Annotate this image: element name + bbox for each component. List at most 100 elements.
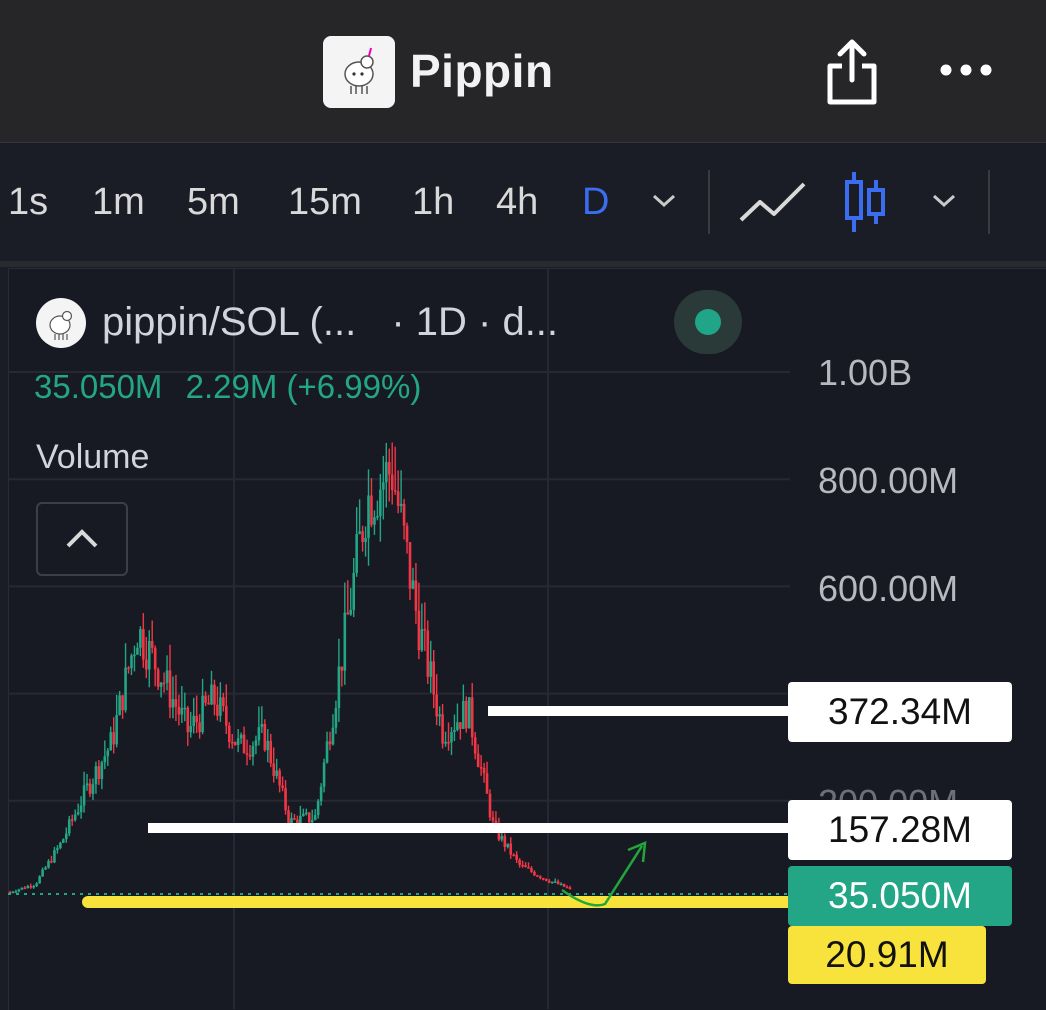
candle-body <box>174 699 178 707</box>
candle-body <box>456 722 459 730</box>
grid-lines <box>8 268 790 1009</box>
timeframe-d[interactable]: D <box>582 181 610 223</box>
share-icon[interactable] <box>824 36 880 106</box>
timeframe-4h[interactable]: 4h <box>496 181 539 223</box>
candle-body <box>130 655 133 669</box>
timeframe-5m[interactable]: 5m <box>187 181 240 223</box>
collapse-legend-button[interactable] <box>36 502 128 576</box>
candle-body <box>444 741 447 744</box>
candle-body <box>470 697 474 738</box>
candle-body <box>539 876 542 879</box>
candle-body <box>547 880 551 883</box>
candle-body <box>420 629 424 651</box>
candle-body <box>307 812 311 823</box>
ohlc-change: 2.29M (+6.99%) <box>185 368 422 405</box>
candle-body <box>302 813 305 817</box>
candle-body <box>103 756 107 763</box>
candle-body <box>213 684 216 705</box>
candle-body <box>352 572 356 610</box>
candle-body <box>310 820 314 823</box>
y-tick-label: 600.00M <box>818 568 959 609</box>
candle-body <box>227 725 231 742</box>
candle-body <box>518 859 521 865</box>
candle-body <box>429 661 433 677</box>
candle-body <box>527 867 530 869</box>
candle-body <box>216 704 219 716</box>
candle-body <box>556 881 560 885</box>
candle-body <box>402 503 406 526</box>
candle-body <box>399 503 403 507</box>
candle-body <box>512 854 516 857</box>
candle-body <box>38 876 41 884</box>
candle-body <box>542 878 545 880</box>
pippin-logo-icon <box>323 36 395 108</box>
market-status-indicator[interactable] <box>674 290 742 354</box>
timeframe-1h[interactable]: 1h <box>412 181 455 223</box>
timeframe-1m[interactable]: 1m <box>92 181 145 223</box>
candle-body <box>79 805 83 813</box>
candlestick-chart-icon[interactable] <box>840 170 890 239</box>
candle-body <box>115 714 118 745</box>
candle-body <box>189 726 193 733</box>
candle-body <box>423 629 427 631</box>
timeframe-1s[interactable]: 1s <box>8 181 49 223</box>
candle-body <box>147 640 151 670</box>
candle-body <box>473 737 477 754</box>
volume-label[interactable]: Volume <box>36 438 150 476</box>
candle-body <box>263 723 267 751</box>
candle-body <box>450 732 453 743</box>
symbol-interval: · 1D · d... <box>391 300 559 344</box>
candle-body <box>373 517 376 525</box>
arrow-head-icon <box>627 841 647 863</box>
candle-body <box>73 814 77 820</box>
price-label-372m[interactable]: 372.34M <box>788 682 1012 742</box>
candle-body <box>313 815 317 821</box>
price-label-20m[interactable]: 20.91M <box>788 926 986 984</box>
candle-body <box>553 881 557 883</box>
candle-body <box>198 722 201 733</box>
candle-body <box>278 770 281 786</box>
price-label-157m[interactable]: 157.28M <box>788 800 1012 860</box>
symbol-logo-icon <box>36 298 86 348</box>
candle-body <box>370 495 373 525</box>
candle-body <box>544 878 548 881</box>
more-dots-icon[interactable] <box>938 52 994 88</box>
candle-body <box>488 793 492 818</box>
candle-body <box>346 612 350 615</box>
candle-body <box>379 489 382 517</box>
price-label-last[interactable]: 35.050M <box>788 866 1012 926</box>
candle-body <box>150 640 154 648</box>
annotation-arrow <box>561 841 647 907</box>
candle-body <box>408 542 412 589</box>
candle-body <box>20 887 24 890</box>
chart-type-dropdown-chevron-icon[interactable] <box>930 190 958 215</box>
candle-body <box>322 762 326 787</box>
candle-body <box>204 695 207 703</box>
candle-body <box>447 741 450 744</box>
candle-body <box>64 833 68 840</box>
candle-body <box>459 722 462 729</box>
line-chart-icon[interactable] <box>738 178 808 231</box>
candle-body <box>358 531 361 534</box>
candle-body <box>201 695 204 733</box>
symbol-legend[interactable]: pippin/SOL (... · 1D · d... <box>102 300 558 345</box>
candle-body <box>88 783 92 794</box>
toolbar-divider-2 <box>988 170 990 234</box>
candle-body <box>293 818 296 820</box>
candle-body <box>168 670 172 708</box>
timeframe-dropdown-chevron-icon[interactable] <box>650 190 678 215</box>
candle-body <box>230 741 234 744</box>
candle-body <box>109 732 113 751</box>
candle-body <box>82 785 86 806</box>
candle-body <box>530 868 533 872</box>
candle-body <box>257 727 261 741</box>
candle-body <box>432 661 436 695</box>
candle-body <box>165 670 169 683</box>
candle-body <box>559 883 563 886</box>
candle-body <box>414 580 418 611</box>
candle-body <box>343 612 347 671</box>
timeframe-15m[interactable]: 15m <box>288 181 362 223</box>
candle-body <box>319 786 323 802</box>
candle-body <box>509 843 513 855</box>
